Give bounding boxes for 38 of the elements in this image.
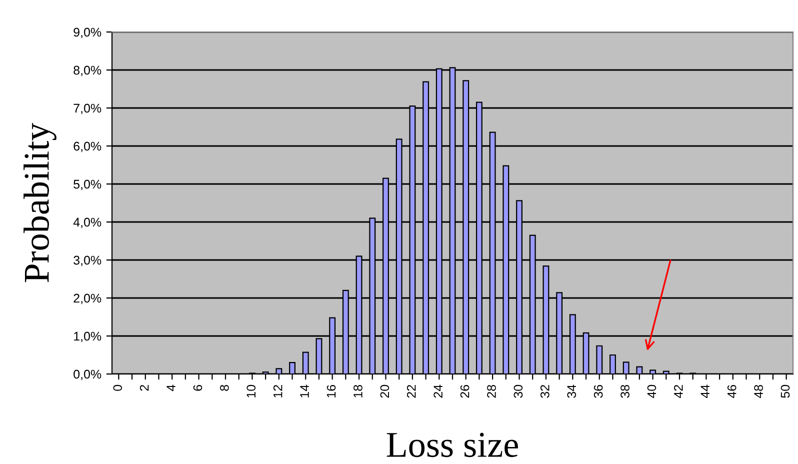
- y-tick-label: 5,0%: [74, 180, 102, 190]
- x-tick-label: 28: [487, 384, 496, 398]
- x-tick-label: 16: [326, 384, 336, 398]
- y-tick-label: 4,0%: [73, 218, 102, 228]
- x-tick-label: 26: [460, 384, 470, 398]
- x-tick-label: 40: [647, 384, 656, 398]
- x-tick-label: 0: [113, 384, 122, 391]
- x-tick-label: 22: [406, 385, 416, 398]
- x-tick-label: 18: [354, 384, 362, 398]
- y-tick-label: 3,0%: [74, 256, 102, 266]
- x-tick-label: 34: [567, 384, 576, 398]
- x-tick-label: 32: [540, 385, 550, 398]
- y-tick-label: 2,0%: [74, 294, 102, 304]
- x-tick-label: 36: [594, 384, 603, 398]
- y-tick-label: 9,0%: [74, 28, 102, 38]
- x-tick-label: 4: [166, 384, 176, 392]
- y-tick-label: 8,0%: [74, 66, 102, 76]
- x-tick-label: 42: [674, 385, 683, 398]
- x-tick-label: 30: [514, 384, 523, 398]
- x-tick-label: 46: [727, 384, 736, 398]
- x-tick-label: 12: [273, 385, 282, 398]
- x-tick-label: 8: [220, 384, 229, 391]
- x-tick-label: 38: [620, 384, 630, 398]
- y-tick-label: 6,0%: [74, 142, 102, 152]
- x-tick-label: 20: [380, 384, 390, 398]
- x-tick-label: 48: [754, 384, 763, 398]
- x-axis-title: Loss size: [386, 432, 518, 458]
- x-tick-label: 44: [700, 384, 710, 398]
- x-tick-label: 2: [140, 385, 149, 391]
- y-tick-label: 0,0%: [74, 370, 102, 380]
- y-tick-label: 7,0%: [74, 104, 102, 114]
- x-tick-label: 50: [780, 384, 790, 398]
- y-axis-title: Probability: [24, 122, 56, 282]
- x-tick-label: 24: [434, 384, 442, 398]
- x-tick-label: 14: [300, 384, 309, 398]
- y-tick-label: 1,0%: [74, 332, 102, 342]
- x-tick-label: 6: [193, 384, 202, 391]
- x-tick-label: 10: [246, 384, 256, 398]
